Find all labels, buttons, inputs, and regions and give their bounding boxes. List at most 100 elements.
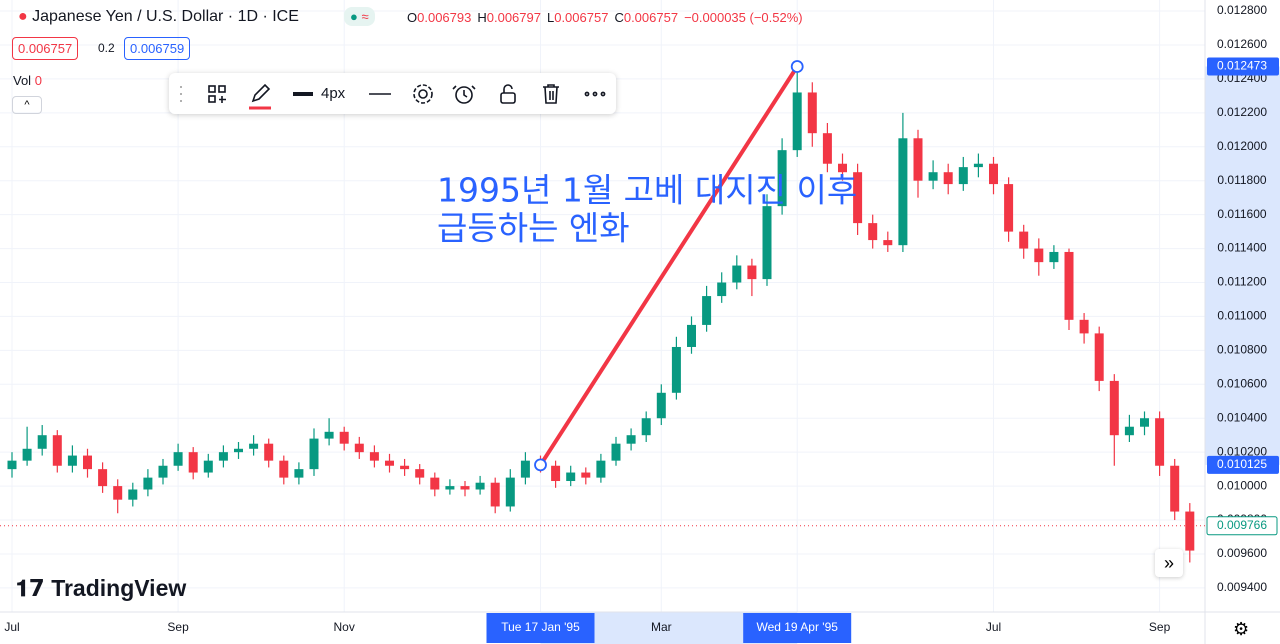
y-tick-label: 0.009400 (1217, 580, 1267, 594)
trend-handle (534, 458, 547, 472)
candle-body (279, 460, 289, 478)
y-tick-label: 0.012800 (1217, 3, 1267, 17)
candle-body (460, 486, 470, 490)
y-tick-label: 0.011600 (1217, 207, 1266, 221)
x-tick-label: Mar (651, 620, 672, 634)
ohlc-value: 0.006793 (417, 10, 472, 25)
candle-body (520, 460, 530, 478)
candle-body (581, 472, 591, 478)
ohlc-key: C (614, 10, 624, 25)
candle-body (596, 460, 606, 478)
candle-body (113, 486, 123, 500)
y-tick-label: 0.012000 (1217, 139, 1267, 153)
y-tick-label: 0.010600 (1217, 376, 1267, 390)
candle-body (143, 477, 153, 490)
candle-body (1034, 248, 1044, 263)
x-tick-label: Jul (4, 620, 19, 634)
candle-body (853, 172, 863, 224)
candle-body (1140, 418, 1149, 427)
x-tick-label: Wed 19 Apr '95 (756, 620, 838, 634)
candle-body (52, 435, 62, 466)
logo-text: TradingView (51, 575, 187, 601)
candle-body (1019, 231, 1029, 249)
candle-body (656, 392, 666, 419)
buy-button[interactable]: 0.006759 (124, 37, 191, 60)
candle-body (792, 92, 802, 151)
candle-body (838, 163, 847, 173)
candle-body (566, 472, 576, 482)
volume-value: 0 (34, 73, 42, 88)
candle-body (1064, 251, 1074, 320)
volume-legend: Vol 0 (13, 73, 42, 88)
candle-body (807, 92, 817, 134)
volume-label: Vol (13, 73, 32, 88)
last-price-label: 0.009766 (1217, 518, 1267, 532)
candle-body (883, 240, 893, 246)
annotation: 급등하는 엔화 (437, 209, 630, 248)
candle-body (1049, 251, 1059, 263)
y-tick-label: 0.012600 (1217, 37, 1267, 51)
candle-body (1004, 184, 1014, 232)
candle-body (234, 448, 243, 453)
candle-body (400, 465, 410, 470)
candle-body (203, 460, 213, 473)
candle-body (7, 460, 17, 470)
y-tick-label: 0.011200 (1217, 275, 1266, 289)
x-tick-label: Sep (167, 620, 189, 634)
toolbar-icons (180, 83, 606, 110)
candle-body (264, 443, 274, 461)
candle-body (67, 455, 77, 466)
y-tick-label: 0.012200 (1217, 105, 1267, 119)
candle-body (249, 443, 259, 449)
candle-body (1155, 418, 1165, 466)
candle-body (445, 486, 455, 490)
collapse-button[interactable]: ^ (12, 96, 42, 114)
candle-body (928, 172, 938, 181)
x-tick-label: Tue 17 Jan '95 (501, 620, 580, 634)
candle-body (188, 452, 198, 473)
x-label-bg (743, 613, 852, 643)
candle-body (868, 223, 878, 241)
candle-body (369, 452, 379, 461)
candle-body (158, 465, 168, 478)
trend-axis-label-bg (1207, 455, 1279, 474)
ohlc-key: O (407, 10, 418, 25)
ohlc-key: H (477, 10, 487, 25)
y-tick-label: 0.010800 (1217, 343, 1267, 357)
candle-body (339, 431, 349, 444)
settings-button[interactable]: ⚙ (1233, 619, 1250, 639)
axis-range-highlight (1205, 66, 1280, 465)
sell-button[interactable]: 0.006757 (12, 37, 79, 60)
drawing-toolbar: 4px (169, 73, 616, 114)
status-badge[interactable]: ● ≈ (344, 7, 375, 26)
y-tick-label: 0.011000 (1217, 309, 1266, 323)
candle-body (490, 482, 500, 507)
candle-body (958, 167, 968, 185)
candle-body (128, 489, 138, 500)
trend-line (538, 65, 799, 466)
candle-body (1170, 465, 1180, 512)
ohlc-value: 0.006757 (554, 10, 609, 25)
change: −0.000035 (−0.52%) (684, 10, 803, 25)
candle-body (173, 452, 183, 466)
candle-body (218, 452, 228, 461)
last-price-bg (1206, 516, 1278, 536)
candle-body (913, 138, 923, 181)
line-width[interactable]: 4px (321, 85, 346, 102)
y-tick-label: 0.010000 (1217, 478, 1267, 492)
trend-axis-label: 0.012473 (1217, 59, 1267, 73)
x-tick-label: Nov (334, 620, 355, 634)
x-tick-label: Jul (986, 620, 1001, 634)
symbol-title[interactable]: ● Japanese Yen / U.S. Dollar · 1D · ICE (18, 8, 299, 25)
candle-body (415, 469, 425, 478)
x-label-bg (486, 613, 595, 643)
y-tick-label: 0.009600 (1217, 546, 1267, 560)
candle-body (324, 431, 334, 439)
candle-body (551, 465, 561, 482)
candle-body (717, 282, 727, 297)
x-tick-label: Sep (1149, 620, 1171, 634)
candle-body (385, 460, 394, 466)
candle-body (747, 265, 757, 280)
scroll-right-button[interactable]: » (1155, 549, 1183, 577)
